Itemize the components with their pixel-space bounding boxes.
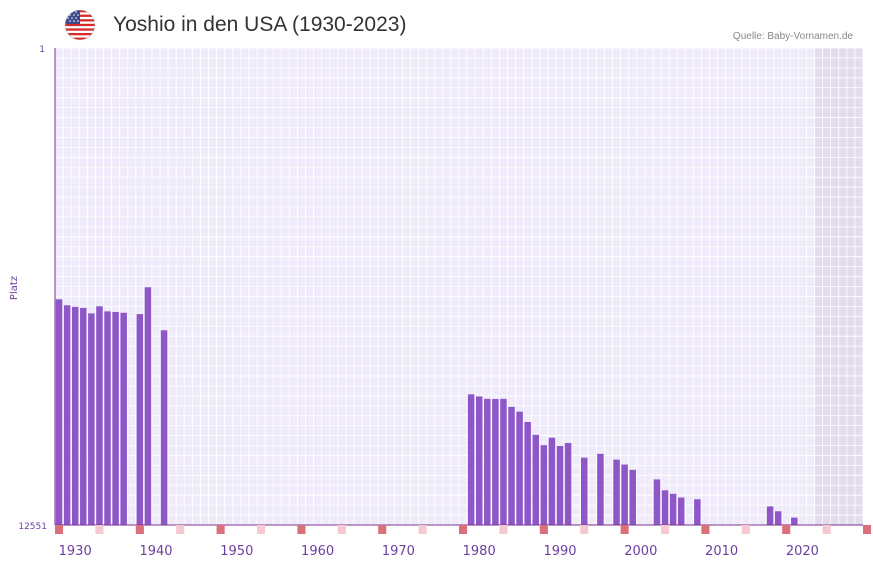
decade-marker-2028 (863, 525, 872, 534)
decade-marker-1948 (216, 525, 225, 534)
x-tick-label: 1960 (301, 544, 334, 559)
half-decade-marker-2013 (741, 525, 750, 534)
bar-1993 (581, 457, 588, 525)
bar-1928 (55, 299, 63, 525)
bar-1997 (613, 459, 620, 525)
bar-2004 (669, 493, 677, 525)
bar-1933 (96, 306, 103, 525)
bar-1979 (467, 394, 475, 525)
bar-1938 (136, 314, 144, 525)
half-decade-marker-1943 (176, 525, 185, 534)
x-axis-ticks: 1930 1940 1950 1960 1970 1980 1990 2000 2010 2020 (59, 544, 819, 559)
x-tick-label: 1950 (220, 544, 253, 559)
x-tick-label: 1970 (382, 544, 415, 559)
x-tick-label: 1940 (139, 544, 172, 559)
x-tick-label: 1990 (543, 544, 576, 559)
bar-1999 (629, 469, 636, 525)
x-tick-label: 2020 (786, 544, 819, 559)
bar-1934 (104, 311, 111, 525)
bar-2002 (653, 479, 661, 525)
year-markers (55, 525, 872, 534)
bar-1988 (540, 445, 548, 525)
decade-marker-2008 (701, 525, 710, 534)
bar-2007 (694, 499, 701, 525)
chart-title: Yoshio in den USA (1930-2023) (113, 13, 407, 36)
y-tick-bottom: 12551 (18, 522, 47, 532)
bar-1931 (80, 307, 87, 525)
source-credit: Quelle: Baby-Vornamen.de (732, 31, 853, 42)
bar-1995 (597, 453, 604, 525)
decade-marker-1978 (459, 525, 468, 534)
decade-marker-1958 (297, 525, 306, 534)
bar-1981 (484, 398, 491, 525)
bar-2003 (661, 490, 669, 525)
chart-header: Yoshio in den USA (1930-2023) Quelle: Ba… (0, 0, 873, 48)
half-decade-marker-2023 (822, 525, 831, 534)
bar-1936 (120, 312, 127, 525)
bar-1930 (71, 306, 79, 525)
bar-1989 (548, 437, 556, 525)
bar-2005 (677, 497, 685, 525)
half-decade-marker-1993 (580, 525, 589, 534)
half-decade-marker-2003 (661, 525, 670, 534)
bar-2016 (766, 506, 774, 525)
bar-1983 (500, 398, 507, 525)
bar-1986 (524, 421, 531, 525)
bar-2017 (774, 511, 782, 525)
bars (55, 287, 798, 525)
bar-1984 (508, 406, 515, 525)
half-decade-marker-1973 (418, 525, 427, 534)
decade-marker-1998 (620, 525, 629, 534)
bar-1935 (112, 311, 119, 525)
bar-1941 (160, 330, 168, 525)
y-axis-label: Platz (9, 276, 20, 300)
bar-1982 (492, 399, 499, 525)
grid-lines (54, 47, 864, 526)
bar-1987 (532, 434, 539, 525)
bar-1932 (88, 313, 95, 525)
decade-marker-1988 (539, 525, 548, 534)
half-decade-marker-1963 (337, 525, 346, 534)
x-tick-label: 1980 (463, 544, 496, 559)
x-tick-label: 1930 (59, 544, 92, 559)
bar-1939 (144, 287, 152, 525)
bar-2019 (791, 517, 798, 525)
bar-1929 (63, 305, 71, 525)
bar-1980 (475, 396, 483, 525)
decade-marker-1928 (55, 525, 64, 534)
decade-marker-1968 (378, 525, 387, 534)
y-tick-top: 1 (39, 45, 45, 55)
bar-1985 (516, 411, 523, 525)
x-tick-label: 2010 (705, 544, 738, 559)
half-decade-marker-1933 (95, 525, 104, 534)
bar-1990 (556, 445, 564, 525)
decade-marker-1938 (135, 525, 144, 534)
half-decade-marker-1983 (499, 525, 508, 534)
bar-1991 (564, 443, 572, 525)
usa-flag-icon (64, 9, 96, 41)
x-tick-label: 2000 (624, 544, 657, 559)
half-decade-marker-1953 (257, 525, 266, 534)
decade-marker-2018 (782, 525, 791, 534)
bar-1998 (621, 464, 628, 525)
